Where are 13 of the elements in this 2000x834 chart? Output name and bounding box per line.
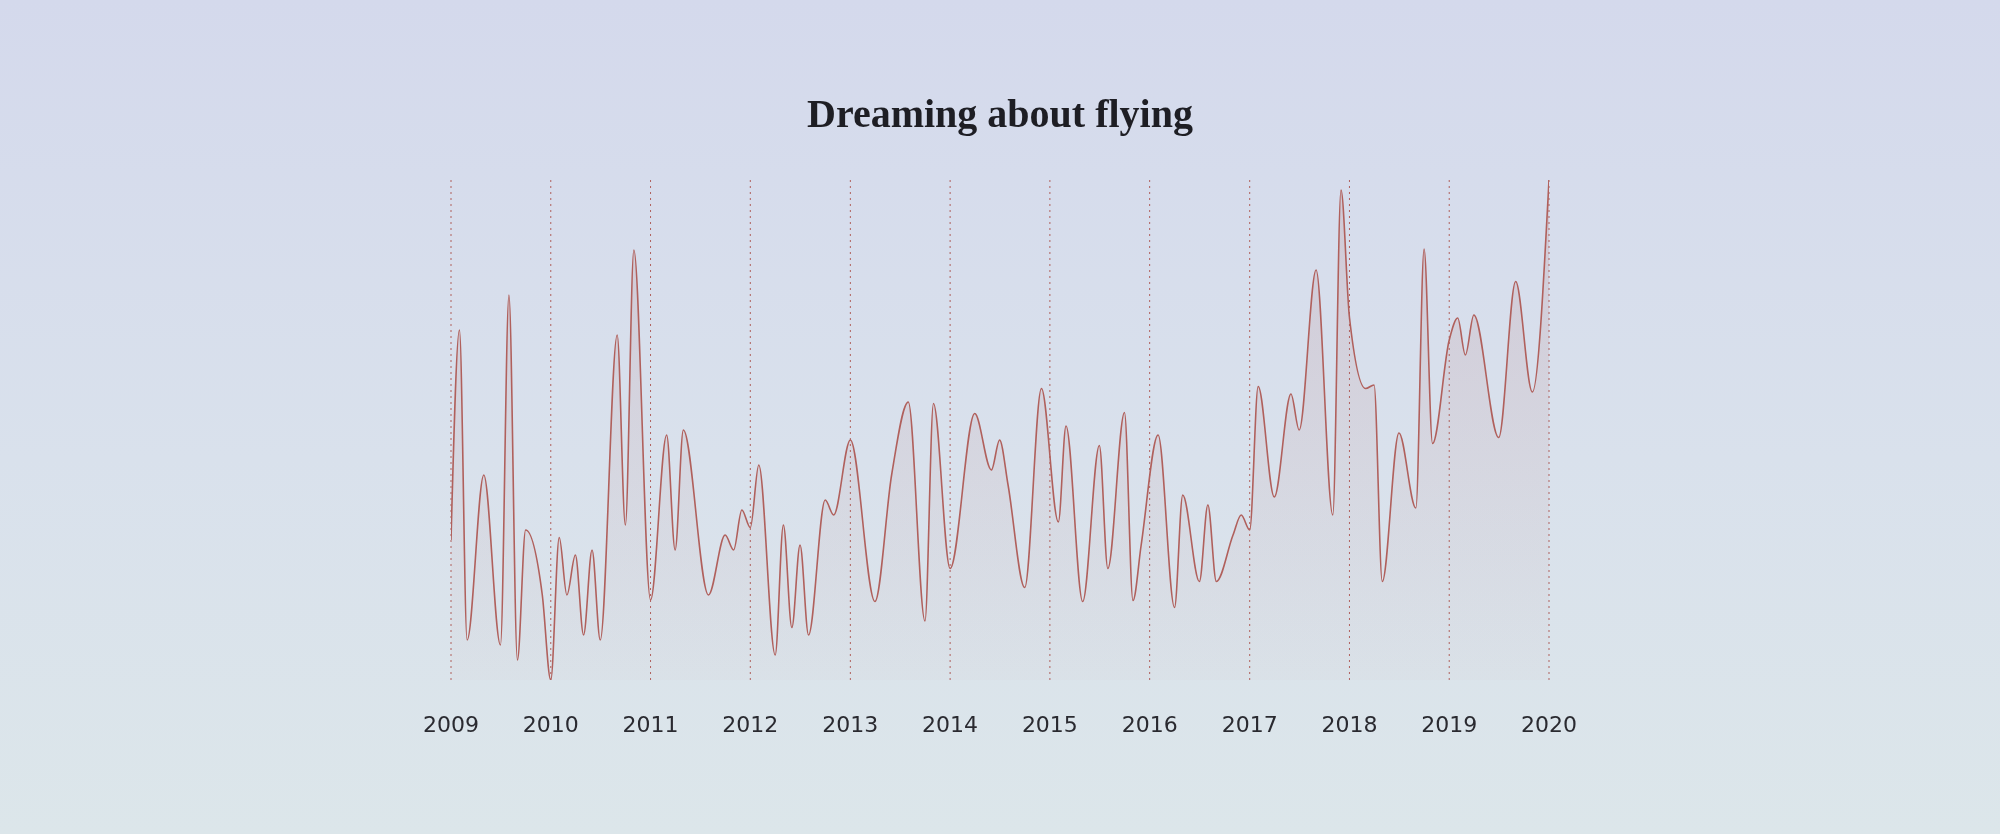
x-tick-label: 2018	[1321, 711, 1378, 737]
x-tick-label: 2015	[1021, 711, 1078, 737]
x-tick-label: 2016	[1121, 711, 1178, 737]
x-tick-label: 2017	[1221, 711, 1278, 737]
x-tick-label: 2009	[423, 711, 479, 737]
x-tick-label: 2012	[722, 711, 779, 737]
x-tick-label: 2013	[822, 711, 879, 737]
x-tick-label: 2010	[522, 711, 579, 737]
x-tick-label: 2020	[1521, 711, 1577, 737]
chart-title: Dreaming about flying	[806, 90, 1194, 137]
x-tick-label: 2014	[922, 711, 979, 737]
x-tick-label: 2019	[1421, 711, 1478, 737]
x-tick-label: 2011	[622, 711, 679, 737]
